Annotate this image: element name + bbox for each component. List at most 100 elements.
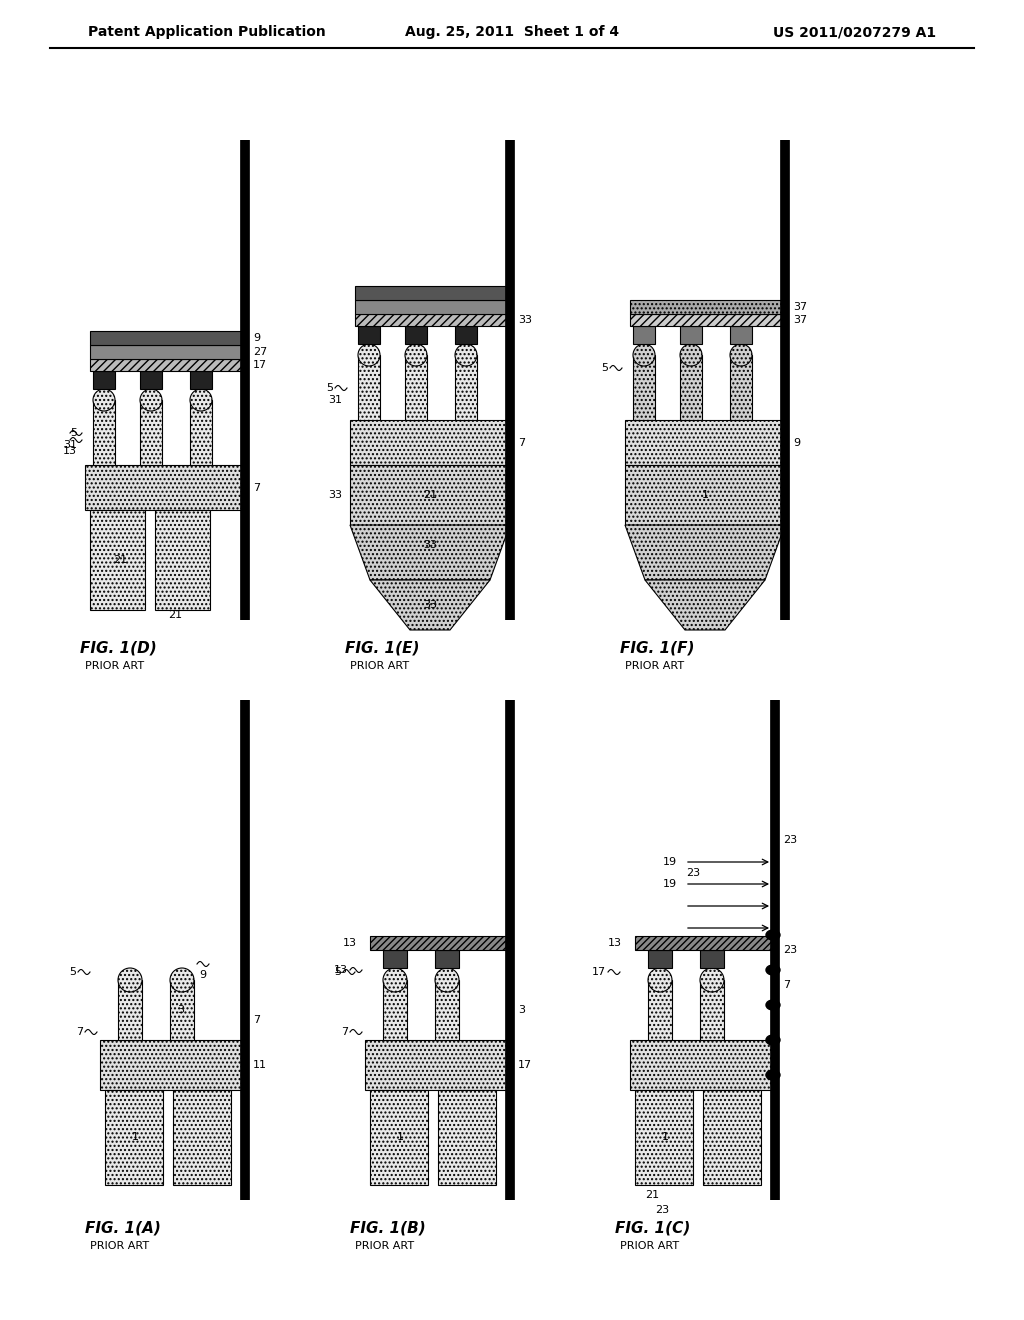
Ellipse shape — [766, 1001, 780, 1010]
Text: 1: 1 — [701, 490, 709, 500]
Bar — [155, 510, 210, 610]
Ellipse shape — [93, 389, 115, 411]
Ellipse shape — [358, 345, 380, 366]
Text: 37: 37 — [793, 315, 807, 325]
Text: 21: 21 — [113, 554, 127, 565]
Text: 21: 21 — [645, 1191, 659, 1200]
Bar — [190, 400, 212, 465]
Text: 1: 1 — [662, 1133, 669, 1142]
Text: 9: 9 — [793, 438, 800, 447]
Text: 17: 17 — [518, 1060, 532, 1071]
Text: 23: 23 — [783, 836, 797, 845]
Bar — [93, 400, 115, 465]
Bar — [630, 300, 785, 314]
Text: PRIOR ART: PRIOR ART — [350, 661, 410, 671]
Bar — [90, 331, 245, 345]
Ellipse shape — [140, 389, 162, 411]
Text: 3: 3 — [177, 1005, 184, 1015]
Bar — [635, 936, 775, 950]
Text: 17: 17 — [253, 360, 267, 370]
Bar — [635, 1090, 693, 1185]
Text: 21: 21 — [168, 610, 182, 620]
Ellipse shape — [766, 1071, 780, 1080]
Text: 1: 1 — [131, 1133, 138, 1142]
Text: 5: 5 — [334, 968, 341, 977]
Bar — [625, 420, 785, 465]
Ellipse shape — [680, 345, 702, 366]
Text: Aug. 25, 2011  Sheet 1 of 4: Aug. 25, 2011 Sheet 1 of 4 — [404, 25, 620, 40]
Text: 19: 19 — [663, 879, 677, 888]
Bar — [630, 314, 785, 326]
Text: 33: 33 — [423, 540, 437, 550]
Text: 33: 33 — [518, 315, 532, 325]
Text: 23: 23 — [686, 869, 700, 878]
Text: PRIOR ART: PRIOR ART — [625, 661, 684, 671]
Text: PRIOR ART: PRIOR ART — [355, 1241, 414, 1251]
Ellipse shape — [190, 389, 212, 411]
Text: 19: 19 — [663, 857, 677, 867]
Text: 5: 5 — [69, 968, 76, 977]
Ellipse shape — [648, 968, 672, 993]
Bar — [358, 326, 380, 345]
Bar — [680, 355, 702, 420]
Bar — [703, 1090, 761, 1185]
Text: FIG. 1(F): FIG. 1(F) — [620, 640, 694, 656]
Ellipse shape — [118, 968, 142, 993]
Bar — [90, 345, 245, 359]
Bar — [406, 355, 427, 420]
Polygon shape — [370, 579, 490, 630]
Text: 7: 7 — [76, 1027, 83, 1038]
Text: 5: 5 — [70, 428, 77, 438]
Text: 13: 13 — [608, 939, 622, 948]
Bar — [350, 465, 510, 525]
Bar — [370, 1090, 428, 1185]
Bar — [140, 400, 162, 465]
Bar — [355, 314, 510, 326]
Text: 23: 23 — [655, 1205, 669, 1214]
Ellipse shape — [633, 345, 655, 366]
Ellipse shape — [766, 931, 780, 940]
Polygon shape — [350, 525, 510, 579]
Text: 3: 3 — [518, 1005, 525, 1015]
Bar — [105, 1090, 163, 1185]
Text: 7: 7 — [518, 438, 525, 447]
Text: 5: 5 — [326, 383, 333, 393]
Text: 1: 1 — [396, 1133, 403, 1142]
Text: 9: 9 — [253, 333, 260, 343]
Text: 13: 13 — [334, 965, 348, 975]
Text: FIG. 1(E): FIG. 1(E) — [345, 640, 420, 656]
Ellipse shape — [406, 345, 427, 366]
Bar — [455, 326, 477, 345]
Text: 27: 27 — [253, 347, 267, 356]
Text: 7: 7 — [341, 1027, 348, 1038]
Ellipse shape — [383, 968, 407, 993]
Bar — [355, 300, 510, 314]
Text: 13: 13 — [63, 446, 77, 455]
Bar — [90, 359, 245, 371]
Text: 17: 17 — [592, 968, 606, 977]
Bar — [455, 355, 477, 420]
Bar — [435, 979, 459, 1040]
Ellipse shape — [766, 965, 780, 975]
Bar — [365, 1040, 510, 1090]
Bar — [630, 1040, 775, 1090]
Text: FIG. 1(B): FIG. 1(B) — [350, 1221, 426, 1236]
Text: 31: 31 — [63, 440, 77, 450]
Text: 7: 7 — [253, 1015, 260, 1026]
Text: 33: 33 — [423, 601, 437, 610]
Text: 23: 23 — [783, 945, 797, 954]
Text: US 2011/0207279 A1: US 2011/0207279 A1 — [773, 25, 936, 40]
Bar — [173, 1090, 231, 1185]
Text: 31: 31 — [328, 395, 342, 405]
Text: Patent Application Publication: Patent Application Publication — [88, 25, 326, 40]
Text: 5: 5 — [601, 363, 608, 374]
Bar — [90, 510, 145, 610]
Bar — [383, 979, 407, 1040]
Bar — [85, 465, 245, 510]
Bar — [358, 355, 380, 420]
Bar — [730, 355, 752, 420]
Bar — [625, 465, 785, 525]
Text: 9: 9 — [199, 970, 206, 979]
Text: 7: 7 — [253, 483, 260, 492]
Text: PRIOR ART: PRIOR ART — [90, 1241, 150, 1251]
